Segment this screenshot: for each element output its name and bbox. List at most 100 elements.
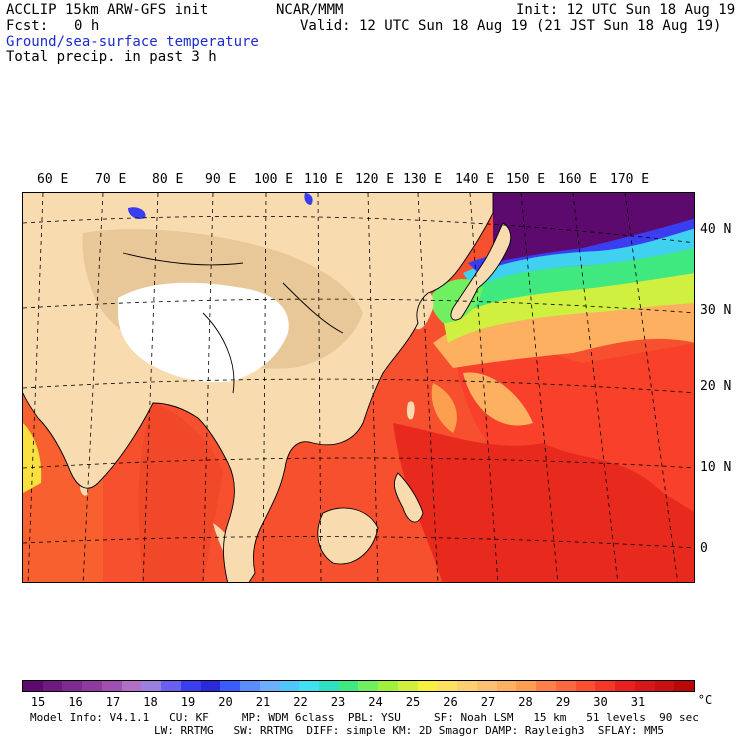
lon-label-120e: 120 E (355, 172, 395, 187)
lon-label-90e: 90 E (205, 172, 237, 187)
colorbar-tick-label: 27 (480, 695, 496, 709)
colorbar-swatch (615, 681, 635, 691)
parallel-40n (23, 215, 694, 244)
map-panel (22, 192, 695, 583)
lake-balkhash (128, 207, 146, 219)
coastlines (23, 193, 512, 582)
japan (450, 223, 511, 320)
colorbar-swatch (457, 681, 477, 691)
colorbar-swatch (62, 681, 83, 691)
meridian-170e (624, 193, 679, 582)
lon-label-70e: 70 E (95, 172, 127, 187)
colorbar-swatch (595, 681, 616, 691)
colorbar-tick-label: 23 (330, 695, 346, 709)
colorbar-tick-label: 21 (255, 695, 271, 709)
colorbar-swatch (240, 681, 260, 691)
colorbar (22, 680, 695, 692)
colorbar-tick-label: 17 (105, 695, 121, 709)
colorbar-swatch (259, 681, 280, 691)
colorbar-tick-label: 20 (218, 695, 233, 709)
colorbar-swatch (101, 681, 122, 691)
init-time: Init: 12 UTC Sun 18 Aug 19 (516, 2, 736, 18)
meridian-160e (572, 193, 619, 582)
warm-pool-south (393, 423, 694, 582)
org-label: NCAR/MMM (276, 2, 344, 18)
meridian-120e (367, 193, 379, 582)
valid-time: Valid: 12 UTC Sun 18 Aug 19 (21 JST Sun … (300, 18, 722, 34)
colorbar-swatch (654, 681, 675, 691)
footer-physics-info: LW: RRTMG SW: RRTMG DIFF: simple KM: 2D … (154, 724, 664, 737)
meridian-90e (202, 193, 214, 582)
parallel-30n (23, 298, 694, 314)
colorbar-tick-label: 22 (293, 695, 308, 709)
sst-band-cold (493, 193, 694, 263)
graticule (23, 193, 694, 582)
lat-label-0: 0 (700, 541, 708, 556)
meridian-140e (469, 193, 499, 582)
meridian-150e (520, 193, 559, 582)
colorbar-swatch (575, 681, 596, 691)
korea (412, 291, 434, 330)
lon-label-100e: 100 E (254, 172, 294, 187)
sst-band-24 (453, 233, 694, 313)
colorbar-tick-label: 18 (143, 695, 158, 709)
colorbar-swatch (180, 681, 201, 691)
colorbar-swatch (338, 681, 359, 691)
colorbar-swatch (42, 681, 63, 691)
colorbar-swatch (82, 681, 102, 691)
colorbar-swatch (634, 681, 655, 691)
colorbar-swatch (141, 681, 162, 691)
model-title: ACCLIP 15km ARW-GFS init (6, 2, 209, 18)
colorbar-swatch (476, 681, 497, 691)
lon-label-130e: 130 E (403, 172, 443, 187)
colorbar-tick-label: 25 (405, 695, 421, 709)
parallel-20n (23, 378, 694, 394)
colorbar-swatch (536, 681, 556, 691)
sumatra (213, 523, 253, 582)
forecast-label: Fcst: (6, 18, 49, 34)
lon-label-60e: 60 E (37, 172, 69, 187)
colorbar-swatch (437, 681, 458, 691)
colorbar-swatch (555, 681, 576, 691)
meridian-110e (317, 193, 322, 582)
colorbar-swatch (161, 681, 181, 691)
sri-lanka (79, 477, 89, 496)
field-title-secondary: Total precip. in past 3 h (6, 49, 217, 65)
lon-label-150e: 150 E (506, 172, 546, 187)
parallel-10n (23, 457, 694, 469)
meridian-70e (82, 193, 104, 582)
meridian-100e (262, 193, 267, 582)
philippines (394, 473, 423, 523)
field-title-primary: Ground/sea-surface temperature (6, 34, 259, 50)
lat-label-40n: 40 N (700, 222, 732, 237)
lon-label-170e: 170 E (610, 172, 650, 187)
tibetan-plateau (118, 282, 289, 383)
lon-label-140e: 140 E (455, 172, 495, 187)
colorbar-swatch (121, 681, 142, 691)
colorbar-tick-label: 26 (443, 695, 458, 709)
footer-model-info: Model Info: V4.1.1 CU: KF MP: WDM 6class… (30, 711, 699, 724)
lon-label-160e: 160 E (558, 172, 598, 187)
cool-patch-2 (431, 383, 457, 433)
colorbar-swatch (417, 681, 438, 691)
colorbar-tick-label: 19 (180, 695, 196, 709)
lat-label-30n: 30 N (700, 303, 732, 318)
arabian-coast-cool (23, 423, 42, 493)
colorbar-tick-label: 30 (593, 695, 608, 709)
meridian-130e (417, 193, 439, 582)
colorbar-swatch (279, 681, 300, 691)
meridian-80e (142, 193, 159, 582)
colorbar-unit: °C (697, 693, 713, 707)
cool-patch-1 (463, 372, 533, 426)
colorbar-swatch (220, 681, 241, 691)
lon-label-110e: 110 E (304, 172, 344, 187)
lat-label-20n: 20 N (700, 379, 732, 394)
colorbar-swatch (496, 681, 517, 691)
lat-label-10n: 10 N (700, 460, 732, 475)
map-canvas (23, 193, 694, 582)
colorbar-tick-label: 31 (630, 695, 646, 709)
lon-label-80e: 80 E (152, 172, 184, 187)
forecast-hour: 0 h (74, 18, 100, 34)
colorbar-swatch (516, 681, 537, 691)
colorbar-swatch (319, 681, 339, 691)
